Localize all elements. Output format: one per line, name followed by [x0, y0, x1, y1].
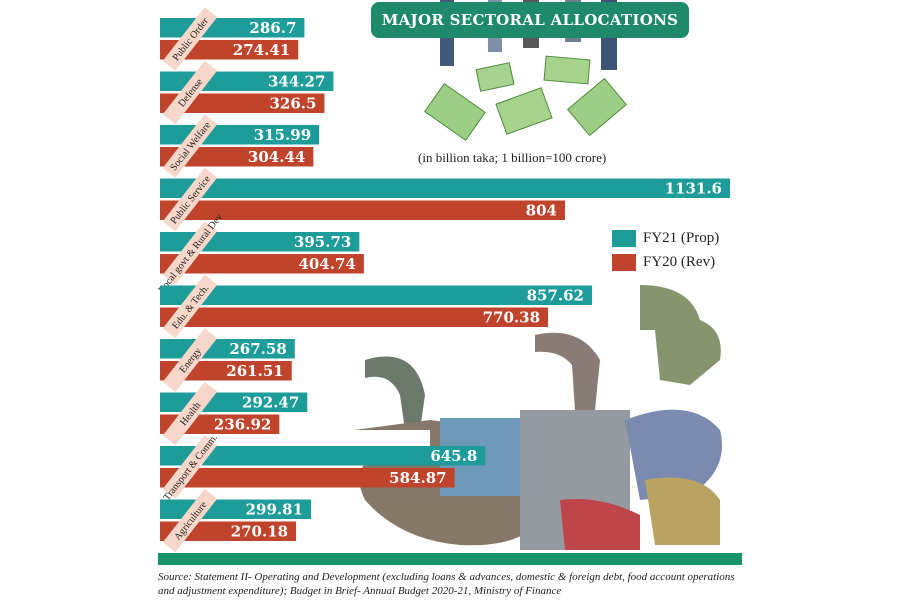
value-label-fy20-defense: 326.5	[269, 94, 316, 112]
legend-label-fy21: FY21 (Prop)	[643, 229, 720, 246]
value-label-fy20-energy: 261.51	[226, 362, 283, 380]
legend-label-fy20: FY20 (Rev)	[643, 253, 716, 270]
legend-swatch-fy20	[612, 253, 636, 271]
legend-item-fy21: FY21 (Prop)	[612, 226, 719, 250]
category-tag-social-welfare: Social Welfare	[162, 114, 218, 178]
chart-title: MAJOR SECTORAL ALLOCATIONS	[371, 2, 689, 38]
value-label-fy21-agriculture: 299.81	[246, 500, 303, 518]
category-tag-bg	[162, 274, 218, 339]
bar-fy21-public-service	[160, 178, 730, 198]
legend: FY21 (Prop) FY20 (Rev)	[612, 226, 719, 274]
value-label-fy20-transport-comm: 584.87	[389, 469, 446, 487]
value-label-fy20-public-order: 274.41	[233, 41, 290, 59]
bar-fy20-local-govt-rural-dev	[160, 254, 364, 274]
category-tag-bg	[162, 114, 218, 178]
value-label-fy20-agriculture: 270.18	[231, 522, 288, 540]
legend-item-fy20: FY20 (Rev)	[612, 250, 719, 274]
value-label-fy21-energy: 267.58	[229, 340, 286, 358]
unit-note: (in billion taka; 1 billion=100 crore)	[418, 150, 607, 165]
value-label-fy21-health: 292.47	[242, 393, 299, 411]
source-note: Source: Statement II- Operating and Deve…	[158, 571, 735, 597]
category-tag-bg	[162, 60, 218, 125]
value-label-fy20-public-service: 804	[526, 201, 557, 219]
category-tag-energy: Energy	[162, 328, 218, 392]
value-label-fy21-public-service: 1131.6	[665, 179, 722, 197]
category-tag-bg	[162, 7, 218, 71]
value-label-fy20-local-govt-rural-dev: 404.74	[298, 255, 355, 273]
category-tag-bg	[162, 328, 218, 392]
bar-fy21-edu-tech	[160, 285, 592, 305]
category-tag-bg	[162, 167, 218, 232]
bar-fy21-transport-comm	[160, 446, 486, 466]
value-label-fy21-edu-tech: 857.62	[527, 286, 584, 304]
bar-fy20-transport-comm	[160, 468, 455, 488]
value-label-fy21-social-welfare: 315.99	[254, 126, 311, 144]
category-tag-defense: Defense	[162, 60, 218, 125]
value-label-fy20-social-welfare: 304.44	[248, 148, 305, 166]
category-tag-bg	[162, 488, 218, 553]
category-label-transport-comm: Transport & Comm.	[162, 432, 221, 503]
value-label-fy20-health: 236.92	[214, 415, 271, 433]
category-tag-bg	[162, 381, 218, 446]
bar-fy20-edu-tech	[160, 307, 549, 327]
category-tag-bg	[162, 435, 218, 499]
value-label-fy21-public-order: 286.7	[249, 19, 296, 37]
bottom-band	[158, 553, 742, 565]
value-label-fy20-edu-tech: 770.38	[483, 308, 540, 326]
category-tag-public-order: Public Order	[162, 7, 218, 71]
value-label-fy21-local-govt-rural-dev: 395.73	[294, 233, 351, 251]
bar-fy20-public-service	[160, 200, 565, 220]
value-label-fy21-transport-comm: 645.8	[430, 447, 477, 465]
bar-fy20-social-welfare	[160, 147, 314, 167]
legend-swatch-fy21	[612, 229, 636, 247]
value-label-fy21-defense: 344.27	[268, 72, 325, 90]
bar-fy20-defense	[160, 93, 325, 113]
category-tag-bg	[162, 221, 218, 285]
category-tag-transport-comm: Transport & Comm.	[162, 432, 221, 503]
